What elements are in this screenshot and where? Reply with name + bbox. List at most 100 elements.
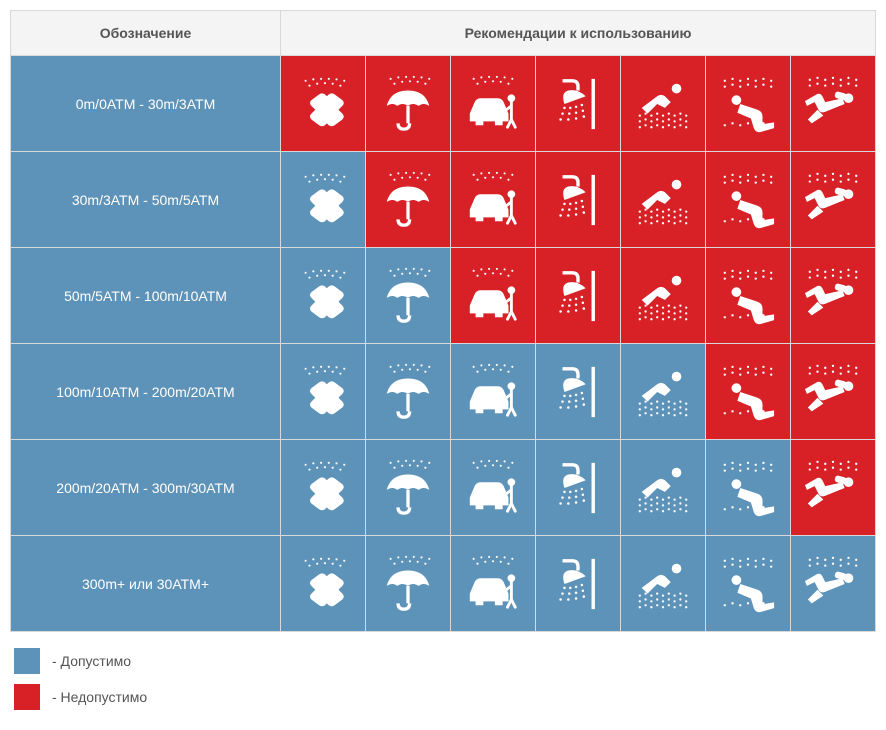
legend: - Допустимо - Недопустимо bbox=[10, 648, 876, 710]
carwash-icon bbox=[451, 248, 535, 343]
cell-carwash bbox=[451, 56, 536, 152]
shower-icon bbox=[536, 248, 620, 343]
umbrella-icon bbox=[366, 56, 450, 151]
cell-scuba bbox=[791, 344, 876, 440]
hands-icon bbox=[281, 536, 365, 631]
row-label: 100m/10ATM - 200m/20ATM bbox=[11, 344, 281, 440]
table-row: 50m/5ATM - 100m/10ATM bbox=[11, 248, 876, 344]
row-label: 300m+ или 30ATM+ bbox=[11, 536, 281, 632]
cell-swim bbox=[621, 152, 706, 248]
snorkel-icon bbox=[706, 248, 790, 343]
hands-icon bbox=[281, 248, 365, 343]
cell-umbrella bbox=[366, 56, 451, 152]
cell-shower bbox=[536, 248, 621, 344]
legend-allowed: - Допустимо bbox=[14, 648, 876, 674]
cell-umbrella bbox=[366, 344, 451, 440]
scuba-icon bbox=[791, 56, 875, 151]
cell-umbrella bbox=[366, 248, 451, 344]
cell-shower bbox=[536, 56, 621, 152]
shower-icon bbox=[536, 56, 620, 151]
cell-hands bbox=[281, 344, 366, 440]
swatch-allowed bbox=[14, 648, 40, 674]
carwash-icon bbox=[451, 344, 535, 439]
scuba-icon bbox=[791, 248, 875, 343]
cell-hands bbox=[281, 248, 366, 344]
header-designation: Обозначение bbox=[11, 11, 281, 56]
umbrella-icon bbox=[366, 152, 450, 247]
cell-swim bbox=[621, 344, 706, 440]
cell-carwash bbox=[451, 536, 536, 632]
cell-snorkel bbox=[706, 152, 791, 248]
shower-icon bbox=[536, 440, 620, 535]
carwash-icon bbox=[451, 56, 535, 151]
cell-scuba bbox=[791, 440, 876, 536]
cell-carwash bbox=[451, 152, 536, 248]
umbrella-icon bbox=[366, 536, 450, 631]
cell-snorkel bbox=[706, 440, 791, 536]
cell-swim bbox=[621, 248, 706, 344]
carwash-icon bbox=[451, 440, 535, 535]
table-row: 30m/3ATM - 50m/5ATM bbox=[11, 152, 876, 248]
swim-icon bbox=[621, 248, 705, 343]
cell-hands bbox=[281, 536, 366, 632]
cell-swim bbox=[621, 56, 706, 152]
cell-shower bbox=[536, 536, 621, 632]
cell-scuba bbox=[791, 56, 876, 152]
swim-icon bbox=[621, 536, 705, 631]
cell-scuba bbox=[791, 248, 876, 344]
row-label: 30m/3ATM - 50m/5ATM bbox=[11, 152, 281, 248]
scuba-icon bbox=[791, 152, 875, 247]
hands-icon bbox=[281, 440, 365, 535]
snorkel-icon bbox=[706, 344, 790, 439]
swatch-forbidden bbox=[14, 684, 40, 710]
scuba-icon bbox=[791, 536, 875, 631]
cell-scuba bbox=[791, 152, 876, 248]
cell-swim bbox=[621, 440, 706, 536]
cell-carwash bbox=[451, 440, 536, 536]
hands-icon bbox=[281, 152, 365, 247]
umbrella-icon bbox=[366, 248, 450, 343]
cell-hands bbox=[281, 152, 366, 248]
legend-forbidden-label: - Недопустимо bbox=[52, 689, 147, 705]
cell-umbrella bbox=[366, 440, 451, 536]
scuba-icon bbox=[791, 344, 875, 439]
hands-icon bbox=[281, 344, 365, 439]
shower-icon bbox=[536, 152, 620, 247]
cell-hands bbox=[281, 440, 366, 536]
cell-scuba bbox=[791, 536, 876, 632]
cell-carwash bbox=[451, 344, 536, 440]
swim-icon bbox=[621, 152, 705, 247]
legend-forbidden: - Недопустимо bbox=[14, 684, 876, 710]
swim-icon bbox=[621, 440, 705, 535]
umbrella-icon bbox=[366, 440, 450, 535]
cell-snorkel bbox=[706, 248, 791, 344]
water-resistance-table: Обозначение Рекомендации к использованию… bbox=[10, 10, 876, 632]
legend-allowed-label: - Допустимо bbox=[52, 653, 131, 669]
cell-shower bbox=[536, 440, 621, 536]
table-row: 200m/20ATM - 300m/30ATM bbox=[11, 440, 876, 536]
snorkel-icon bbox=[706, 440, 790, 535]
umbrella-icon bbox=[366, 344, 450, 439]
row-label: 50m/5ATM - 100m/10ATM bbox=[11, 248, 281, 344]
snorkel-icon bbox=[706, 536, 790, 631]
hands-icon bbox=[281, 56, 365, 151]
cell-hands bbox=[281, 56, 366, 152]
snorkel-icon bbox=[706, 152, 790, 247]
cell-snorkel bbox=[706, 344, 791, 440]
cell-umbrella bbox=[366, 152, 451, 248]
cell-umbrella bbox=[366, 536, 451, 632]
carwash-icon bbox=[451, 536, 535, 631]
table-header-row: Обозначение Рекомендации к использованию bbox=[11, 11, 876, 56]
carwash-icon bbox=[451, 152, 535, 247]
header-recommendations: Рекомендации к использованию bbox=[281, 11, 876, 56]
shower-icon bbox=[536, 536, 620, 631]
shower-icon bbox=[536, 344, 620, 439]
snorkel-icon bbox=[706, 56, 790, 151]
cell-carwash bbox=[451, 248, 536, 344]
row-label: 200m/20ATM - 300m/30ATM bbox=[11, 440, 281, 536]
cell-snorkel bbox=[706, 536, 791, 632]
table-row: 100m/10ATM - 200m/20ATM bbox=[11, 344, 876, 440]
swim-icon bbox=[621, 56, 705, 151]
scuba-icon bbox=[791, 440, 875, 535]
table-row: 300m+ или 30ATM+ bbox=[11, 536, 876, 632]
